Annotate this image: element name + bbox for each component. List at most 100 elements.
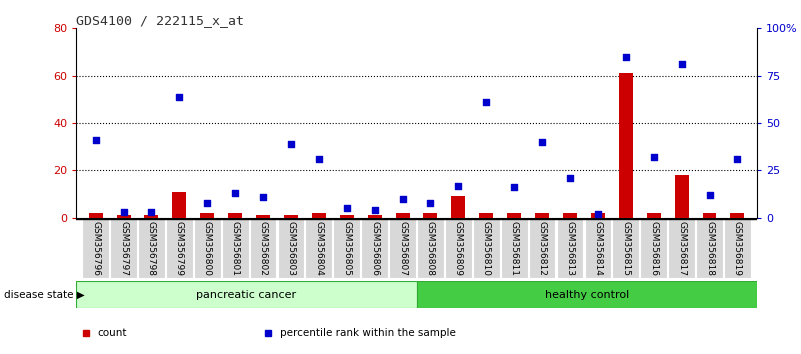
Text: disease state ▶: disease state ▶ [4, 290, 85, 300]
Bar [591, 213, 605, 218]
Point [731, 156, 744, 162]
Text: GSM356800: GSM356800 [203, 221, 211, 276]
Bar [668, 219, 695, 278]
Text: GSM356802: GSM356802 [259, 221, 268, 276]
Bar [674, 175, 689, 218]
Bar [172, 192, 187, 218]
Text: GSM356798: GSM356798 [147, 221, 156, 276]
Point [647, 154, 660, 160]
Bar [613, 219, 639, 278]
Point [396, 196, 409, 202]
Text: GSM356809: GSM356809 [454, 221, 463, 276]
Bar [194, 219, 220, 278]
Text: GSM356819: GSM356819 [733, 221, 742, 276]
Bar [417, 281, 757, 308]
Bar [200, 213, 214, 218]
Text: healthy control: healthy control [545, 290, 629, 300]
Text: GSM356803: GSM356803 [287, 221, 296, 276]
Bar [250, 219, 276, 278]
Bar [389, 219, 416, 278]
Bar [501, 219, 528, 278]
Bar [696, 219, 723, 278]
Bar [529, 219, 555, 278]
Bar [222, 219, 248, 278]
Bar [228, 213, 242, 218]
Text: GSM356799: GSM356799 [175, 221, 184, 276]
Text: count: count [98, 328, 127, 338]
Text: pancreatic cancer: pancreatic cancer [196, 290, 296, 300]
Text: GSM356818: GSM356818 [705, 221, 714, 276]
Bar [702, 213, 716, 218]
Point [675, 62, 688, 67]
Point [145, 209, 158, 215]
Point [89, 137, 102, 143]
Bar [368, 215, 381, 218]
Bar [340, 215, 354, 218]
Bar [110, 219, 137, 278]
Bar [619, 73, 633, 218]
Bar [640, 219, 667, 278]
Text: GSM356813: GSM356813 [566, 221, 574, 276]
Point [424, 200, 437, 205]
Bar [138, 219, 165, 278]
Text: GSM356810: GSM356810 [481, 221, 491, 276]
Bar [305, 219, 332, 278]
Bar [563, 213, 577, 218]
Bar [396, 213, 409, 218]
Bar [646, 213, 661, 218]
Bar [284, 215, 298, 218]
Bar [507, 213, 521, 218]
Text: GSM356797: GSM356797 [119, 221, 128, 276]
Bar [473, 219, 500, 278]
Bar [731, 213, 744, 218]
Bar [76, 281, 417, 308]
Point [508, 184, 521, 190]
Point [201, 200, 214, 205]
Point [340, 205, 353, 211]
Text: percentile rank within the sample: percentile rank within the sample [280, 328, 457, 338]
Point [173, 94, 186, 99]
Text: GSM356807: GSM356807 [398, 221, 407, 276]
Bar [83, 219, 109, 278]
Point [117, 209, 130, 215]
Point [284, 141, 297, 147]
Text: GSM356811: GSM356811 [509, 221, 519, 276]
Text: GSM356812: GSM356812 [537, 221, 546, 276]
Point [480, 99, 493, 105]
Point [312, 156, 325, 162]
Bar [724, 219, 751, 278]
Bar [479, 213, 493, 218]
Bar [333, 219, 360, 278]
Text: GSM356806: GSM356806 [370, 221, 379, 276]
Point [452, 183, 465, 188]
Point [536, 139, 549, 145]
Text: GSM356801: GSM356801 [231, 221, 239, 276]
Bar [424, 213, 437, 218]
Bar [452, 196, 465, 218]
Bar [557, 219, 583, 278]
Text: GDS4100 / 222115_x_at: GDS4100 / 222115_x_at [76, 14, 244, 27]
Bar [535, 213, 549, 218]
Point [368, 207, 381, 213]
Bar [166, 219, 193, 278]
Bar [89, 213, 103, 218]
Bar [256, 215, 270, 218]
Point [619, 54, 632, 59]
Bar [144, 215, 159, 218]
Point [591, 211, 604, 217]
Text: GSM356796: GSM356796 [91, 221, 100, 276]
Bar [361, 219, 388, 278]
Bar [117, 215, 131, 218]
Text: GSM356815: GSM356815 [622, 221, 630, 276]
Bar [585, 219, 611, 278]
Bar [445, 219, 472, 278]
Point [564, 175, 577, 181]
Text: GSM356814: GSM356814 [594, 221, 602, 276]
Point [229, 190, 242, 196]
Bar [278, 219, 304, 278]
Point [256, 194, 269, 200]
Point [703, 192, 716, 198]
Bar [417, 219, 444, 278]
Text: GSM356816: GSM356816 [649, 221, 658, 276]
Text: GSM356804: GSM356804 [314, 221, 324, 276]
